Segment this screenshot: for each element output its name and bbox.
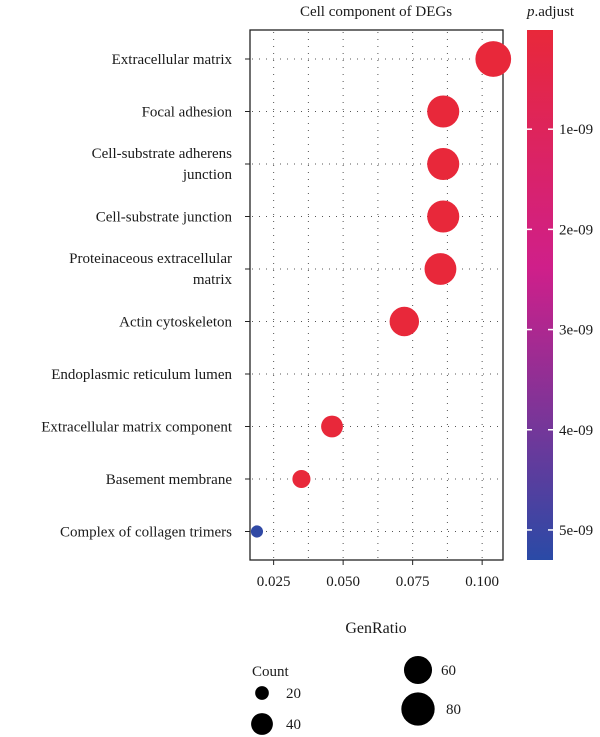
data-point [475, 41, 512, 77]
x-axis: 0.025 0.050 0.075 0.100 [257, 560, 499, 590]
size-legend-label: 80 [446, 702, 461, 718]
size-legend-dot [401, 692, 435, 726]
plot-panel [249, 29, 504, 561]
data-point [427, 200, 460, 233]
category-label: Extracellular matrix [112, 52, 233, 68]
color-bar-label: 3e-09 [559, 323, 593, 339]
category-label: Basement membrane [106, 472, 233, 488]
data-point [250, 525, 264, 538]
data-points [250, 41, 512, 538]
color-bar-label: 2e-09 [559, 222, 593, 238]
size-legend-label: 20 [286, 686, 301, 702]
category-label: Cell-substrate adherens junction [92, 146, 233, 183]
data-point [424, 253, 457, 285]
size-legend: Count 20 40 60 80 [251, 655, 461, 735]
category-label: Endoplasmic reticulum lumen [51, 367, 232, 383]
category-label: Extracellular matrix component [41, 420, 233, 436]
size-legend-label: 60 [441, 663, 456, 679]
data-point [389, 306, 420, 337]
size-legend-dot [255, 686, 269, 700]
x-tick-label: 0.100 [465, 574, 499, 590]
size-legend-label: 40 [286, 717, 301, 733]
grid [252, 32, 501, 558]
category-label: Actin cytoskeleton [119, 315, 232, 331]
color-legend-title: p.adjust [526, 4, 575, 20]
color-bar [527, 30, 553, 560]
x-tick-label: 0.050 [326, 574, 360, 590]
category-labels: Extracellular matrix Focal adhesion Cell-s… [41, 52, 250, 541]
size-legend-dot [251, 713, 273, 735]
data-point [427, 95, 460, 128]
size-legend-title: Count [252, 664, 290, 680]
data-point [321, 415, 343, 438]
color-bar-label: 5e-09 [559, 523, 593, 539]
x-tick-label: 0.025 [257, 574, 291, 590]
category-label: Complex of collagen trimers [60, 525, 232, 541]
color-bar-label: 1e-09 [559, 122, 593, 138]
category-label: Cell-substrate junction [96, 210, 233, 226]
x-tick-label: 0.075 [396, 574, 430, 590]
color-bar-label: 4e-09 [559, 423, 593, 439]
color-legend: p.adjust 1e-09 2e-09 3e-09 4e-09 5e-09 [526, 4, 593, 560]
data-point [292, 469, 311, 489]
size-legend-dot [403, 655, 433, 685]
category-label: Focal adhesion [142, 105, 233, 121]
chart-title: Cell component of DEGs [300, 4, 452, 20]
category-label: Proteinaceous extracellular matrix [69, 251, 232, 288]
data-point [427, 147, 460, 181]
color-legend-title-rest: .adjust [535, 4, 575, 20]
color-legend-title-italic: p [526, 4, 535, 20]
x-axis-title: GenRatio [345, 620, 406, 637]
